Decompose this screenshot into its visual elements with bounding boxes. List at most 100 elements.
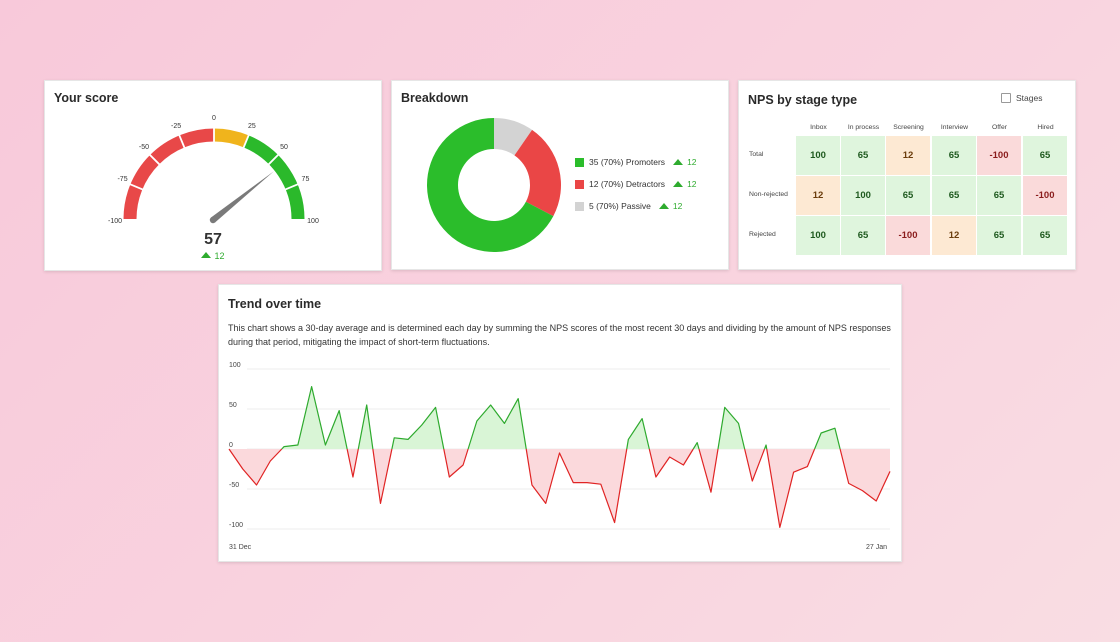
legend-detractors: 12 (70%) Detractors 12 <box>575 179 697 189</box>
nps-by-stage-card: NPS by stage type Stages Inbox In process… <box>738 80 1076 270</box>
trend-line-positive <box>281 386 348 450</box>
gauge-separator <box>178 134 186 149</box>
trend-up-icon <box>673 181 684 187</box>
gauge-tick-label: 75 <box>301 176 310 184</box>
trend-area-negative <box>744 449 765 481</box>
score-delta: 12 <box>45 251 381 261</box>
stages-toggle-label: Stages <box>1016 93 1043 103</box>
gauge-tick-label: 100 <box>307 218 319 225</box>
gauge-tick-label: -100 <box>107 218 123 225</box>
gauge-tick-label: 0 <box>212 115 216 122</box>
trend-up-icon <box>673 159 684 165</box>
gauge-separator <box>284 183 299 191</box>
score-card-title: Your score <box>54 91 119 105</box>
donut-slice-passive <box>494 118 533 156</box>
legend-passive-delta-value: 12 <box>672 201 683 211</box>
detractors-swatch <box>575 179 584 189</box>
nps-cell: 12 <box>932 216 976 255</box>
breakdown-card-title: Breakdown <box>401 91 469 105</box>
breakdown-card: Breakdown 35 (70%) Promoters 12 12 (70%)… <box>391 80 729 270</box>
legend-detractors-label: 12 (70%) Detractors <box>589 179 666 189</box>
nps-cell: 65 <box>886 176 930 215</box>
row-header: Total <box>749 151 764 158</box>
passive-swatch <box>575 201 584 211</box>
nps-cell: 65 <box>841 136 885 175</box>
nps-cell: 100 <box>841 176 885 215</box>
y-tick: -50 <box>229 482 240 489</box>
gauge-separator <box>149 154 161 166</box>
trend-area-negative <box>347 449 359 477</box>
nps-cell: 65 <box>977 176 1021 215</box>
gauge-separator <box>242 134 250 149</box>
trend-line-negative <box>698 448 719 493</box>
legend-promoters-delta: 12 <box>673 157 697 167</box>
gauge-tick-label: -50 <box>138 143 150 151</box>
nps-cell: 100 <box>796 136 840 175</box>
column-header: Offer <box>992 124 1007 131</box>
nps-cell: 12 <box>886 136 930 175</box>
trend-area-positive <box>391 407 444 449</box>
trend-line-negative <box>443 448 469 478</box>
score-delta-value: 12 <box>214 251 225 261</box>
trend-card: Trend over time This chart shows a 30-da… <box>218 284 902 562</box>
trend-line-negative <box>372 448 393 504</box>
promoters-swatch <box>575 157 584 167</box>
gauge-tick-label: -75 <box>117 176 128 184</box>
trend-line-positive <box>467 398 527 450</box>
gauge-tick-label: -25 <box>171 122 182 130</box>
trend-up-icon <box>658 203 669 209</box>
nps-cell: -100 <box>977 136 1021 175</box>
column-header: Interview <box>940 124 969 131</box>
trend-card-title: Trend over time <box>228 297 322 311</box>
trend-area-negative <box>229 449 282 485</box>
trend-area-positive <box>281 386 348 449</box>
gauge-separator <box>267 154 279 166</box>
legend-promoters-label: 35 (70%) Promoters <box>589 157 666 167</box>
gauge-arc-positive <box>243 135 305 220</box>
nps-cell: 65 <box>932 176 976 215</box>
trend-area-negative <box>443 449 469 477</box>
legend-passive-label: 5 (70%) Passive <box>589 201 651 211</box>
nps-gauge <box>123 128 305 224</box>
gauge-tick-label: 50 <box>280 143 288 151</box>
nps-cell: 100 <box>796 216 840 255</box>
legend-detractors-delta: 12 <box>673 179 697 189</box>
nps-cell: 12 <box>796 176 840 215</box>
nps-cell: -100 <box>1023 176 1067 215</box>
trend-line-negative <box>839 448 891 502</box>
trend-area-negative <box>766 449 815 528</box>
nps-cell: -100 <box>886 216 930 255</box>
column-header: Hired <box>1037 124 1054 131</box>
x-tick-start: 31 Dec <box>229 544 252 551</box>
score-card: Your score -100 -75 -50 -25 0 25 50 75 100 57 12 <box>44 80 382 271</box>
score-value: 57 <box>204 231 222 248</box>
trend-up-icon <box>201 252 212 258</box>
nps-cell: 65 <box>932 136 976 175</box>
nps-cell: 65 <box>841 216 885 255</box>
trend-area-positive <box>814 428 841 449</box>
trend-area-negative <box>649 449 694 477</box>
trend-line-positive <box>626 418 650 450</box>
trend-line-negative <box>525 448 628 524</box>
trend-line-positive <box>692 442 700 450</box>
row-header: Non-rejected <box>749 191 788 198</box>
y-tick: 0 <box>229 442 233 449</box>
row-header: Rejected <box>749 231 776 238</box>
stages-checkbox[interactable] <box>1001 93 1011 103</box>
y-tick: 100 <box>229 362 241 369</box>
trend-description: This chart shows a 30-day average and is… <box>228 323 891 347</box>
legend-detractors-delta-value: 12 <box>687 179 697 189</box>
trend-line-positive <box>391 406 445 450</box>
stage-card-title: NPS by stage type <box>748 93 858 107</box>
trend-line-negative <box>648 448 694 478</box>
stages-toggle[interactable]: Stages <box>1001 93 1042 103</box>
trend-chart <box>228 368 891 530</box>
breakdown-donut <box>427 118 561 253</box>
legend-passive: 5 (70%) Passive 12 <box>575 201 682 211</box>
column-header: Screening <box>893 124 924 131</box>
legend-passive-delta: 12 <box>658 201 683 211</box>
trend-area-positive <box>468 398 527 449</box>
trend-area-negative <box>840 449 890 501</box>
trend-line-positive <box>357 404 374 450</box>
trend-line-negative <box>766 448 816 528</box>
